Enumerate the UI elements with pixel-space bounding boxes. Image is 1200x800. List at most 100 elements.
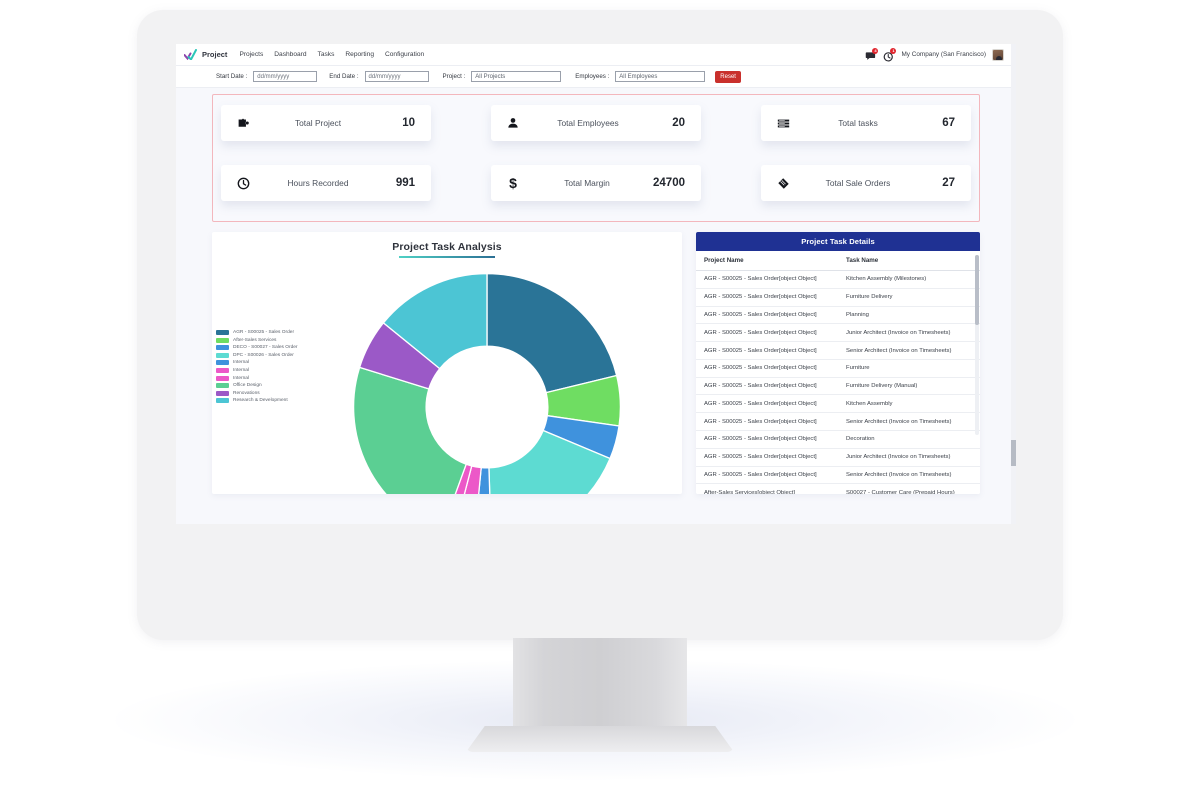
company-name[interactable]: My Company (San Francisco)	[901, 51, 986, 58]
column-header-task-name[interactable]: Task Name	[838, 251, 980, 271]
cell-project-name: AGR - S00025 - Sales Order[object Object…	[696, 412, 838, 432]
table-scroll-area[interactable]: Project Name Task Name AGR - S00025 - Sa…	[696, 251, 980, 494]
legend-label: DECO - S00027 - Sales Order	[233, 345, 298, 351]
legend-swatch	[216, 383, 229, 389]
legend-label: Internal	[233, 360, 249, 366]
chart-legend: AGR - S00025 - Sales Order After-Sales Se…	[216, 330, 298, 404]
legend-item[interactable]: DPC - S00026 - Sales Order	[216, 352, 298, 358]
chat-bubble-icon[interactable]: 4	[865, 48, 879, 60]
nav-tasks[interactable]: Tasks	[317, 51, 335, 58]
table-body: AGR - S00025 - Sales Order[object Object…	[696, 270, 980, 494]
cell-task-name: Junior Architect (Invoice on Timesheets)	[838, 323, 980, 343]
donut-slice[interactable]	[382, 272, 488, 370]
donut-chart[interactable]	[342, 262, 632, 494]
legend-label: Internal	[233, 367, 249, 373]
table-row[interactable]: AGR - S00025 - Sales Order[object Object…	[696, 394, 980, 414]
table-row[interactable]: AGR - S00025 - Sales Order[object Object…	[696, 341, 980, 360]
cell-task-name: Planning	[838, 306, 980, 325]
table-scrollbar[interactable]	[975, 255, 979, 435]
end-date-input[interactable]: dd/mm/yyyy	[364, 71, 429, 82]
page-scrollbar-thumb[interactable]	[1011, 440, 1016, 466]
monitor-stand-neck	[513, 638, 687, 730]
start-date-input[interactable]: dd/mm/yyyy	[253, 71, 318, 82]
legend-item[interactable]: After-Sales Services	[216, 337, 298, 343]
end-date-label: End Date :	[329, 73, 359, 80]
kpi-value: 67	[942, 117, 955, 129]
page-scrollbar[interactable]	[1011, 44, 1016, 524]
legend-item[interactable]: Internal	[216, 375, 298, 381]
table-row[interactable]: AGR - S00025 - Sales Order[object Object…	[696, 270, 980, 289]
chart-title: Project Task Analysis	[392, 241, 502, 253]
legend-swatch	[216, 390, 229, 396]
kpi-hours-recorded[interactable]: Hours Recorded 991	[221, 165, 431, 201]
table-row[interactable]: AGR - S00025 - Sales Order[object Object…	[696, 377, 980, 396]
kpi-total-margin[interactable]: $ Total Margin 24700	[491, 165, 701, 201]
nav-projects[interactable]: Projects	[239, 51, 264, 58]
clock-activity-icon[interactable]: 1	[883, 48, 897, 62]
legend-swatch	[216, 367, 229, 373]
table-scrollbar-thumb[interactable]	[975, 255, 979, 325]
cell-project-name: AGR - S00025 - Sales Order[object Object…	[696, 466, 838, 485]
kpi-total-tasks[interactable]: Total tasks 67	[761, 105, 971, 141]
cell-task-name: Furniture Delivery (Manual)	[838, 377, 980, 396]
filter-bar: Start Date : dd/mm/yyyy End Date : dd/mm…	[176, 66, 1016, 88]
table-row[interactable]: AGR - S00025 - Sales Order[object Object…	[696, 288, 980, 307]
cell-project-name: AGR - S00025 - Sales Order[object Object…	[696, 394, 838, 414]
kpi-label: Total Margin	[564, 178, 610, 188]
cell-project-name: AGR - S00025 - Sales Order[object Object…	[696, 377, 838, 396]
lower-section: Project Task Analysis AGR - S00025 - Sal…	[212, 232, 980, 494]
reset-button[interactable]: Reset	[715, 70, 741, 83]
puzzle-piece-icon	[235, 115, 251, 131]
task-table: Project Name Task Name AGR - S00025 - Sa…	[696, 251, 980, 494]
start-date-label: Start Date :	[216, 73, 248, 80]
employees-filter-select[interactable]: All Employees	[615, 71, 706, 82]
kpi-label: Total Project	[294, 118, 342, 128]
donut-slice[interactable]	[486, 272, 618, 394]
cell-task-name: Furniture Delivery	[838, 288, 980, 307]
table-row[interactable]: AGR - S00025 - Sales Order[object Object…	[696, 306, 980, 325]
table-row[interactable]: After-Sales Services[object Object] S0002…	[696, 483, 980, 494]
column-header-project-name[interactable]: Project Name	[696, 251, 838, 271]
kpi-value: 24700	[653, 177, 685, 189]
kpi-total-sale-orders[interactable]: Total Sale Orders 27	[761, 165, 971, 201]
legend-item[interactable]: Office Design	[216, 383, 298, 389]
legend-item[interactable]: Renovations	[216, 390, 298, 396]
app-root: Project Projects Dashboard Tasks Reporti…	[176, 44, 1016, 524]
legend-item[interactable]: Internal	[216, 367, 298, 373]
kpi-section: Total Project 10 Total Employees 20	[212, 94, 980, 222]
table-row[interactable]: AGR - S00025 - Sales Order[object Object…	[696, 430, 980, 449]
nav-configuration[interactable]: Configuration	[384, 51, 425, 58]
legend-item[interactable]: DECO - S00027 - Sales Order	[216, 345, 298, 351]
project-filter-select[interactable]: All Projects	[471, 71, 562, 82]
donut-slice[interactable]	[488, 429, 611, 494]
kpi-label: Hours Recorded	[287, 178, 349, 188]
table-head: Project Name Task Name	[696, 251, 980, 271]
legend-item[interactable]: AGR - S00025 - Sales Order	[216, 330, 298, 335]
table-row[interactable]: AGR - S00025 - Sales Order[object Object…	[696, 466, 980, 485]
nav-reporting[interactable]: Reporting	[345, 51, 374, 58]
nav-dashboard[interactable]: Dashboard	[274, 51, 307, 58]
table-row[interactable]: AGR - S00025 - Sales Order[object Object…	[696, 412, 980, 432]
cell-project-name: AGR - S00025 - Sales Order[object Object…	[696, 323, 838, 343]
legend-swatch	[216, 398, 229, 404]
legend-label: After-Sales Services	[233, 337, 277, 343]
legend-swatch	[216, 360, 229, 366]
cell-project-name: After-Sales Services[object Object]	[696, 483, 838, 494]
kpi-total-project[interactable]: Total Project 10	[221, 105, 431, 141]
table-row[interactable]: AGR - S00025 - Sales Order[object Object…	[696, 359, 980, 378]
legend-item[interactable]: Internal	[216, 360, 298, 366]
donut-slice[interactable]	[352, 366, 468, 494]
kpi-value: 10	[402, 117, 415, 129]
user-avatar[interactable]	[992, 48, 1004, 61]
brand-name[interactable]: Project	[202, 50, 228, 59]
legend-swatch	[216, 330, 229, 335]
cell-project-name: AGR - S00025 - Sales Order[object Object…	[696, 270, 838, 289]
chart-title-underline	[399, 256, 495, 258]
table-row[interactable]: AGR - S00025 - Sales Order[object Object…	[696, 448, 980, 467]
kpi-total-employees[interactable]: Total Employees 20	[491, 105, 701, 141]
legend-item[interactable]: Research & Development	[216, 398, 298, 404]
monitor-screen: Project Projects Dashboard Tasks Reporti…	[176, 44, 1016, 524]
cell-task-name: Senior Architect (Invoice on Timesheets)	[838, 412, 980, 432]
cell-task-name: Furniture	[838, 359, 980, 378]
table-row[interactable]: AGR - S00025 - Sales Order[object Object…	[696, 323, 980, 343]
